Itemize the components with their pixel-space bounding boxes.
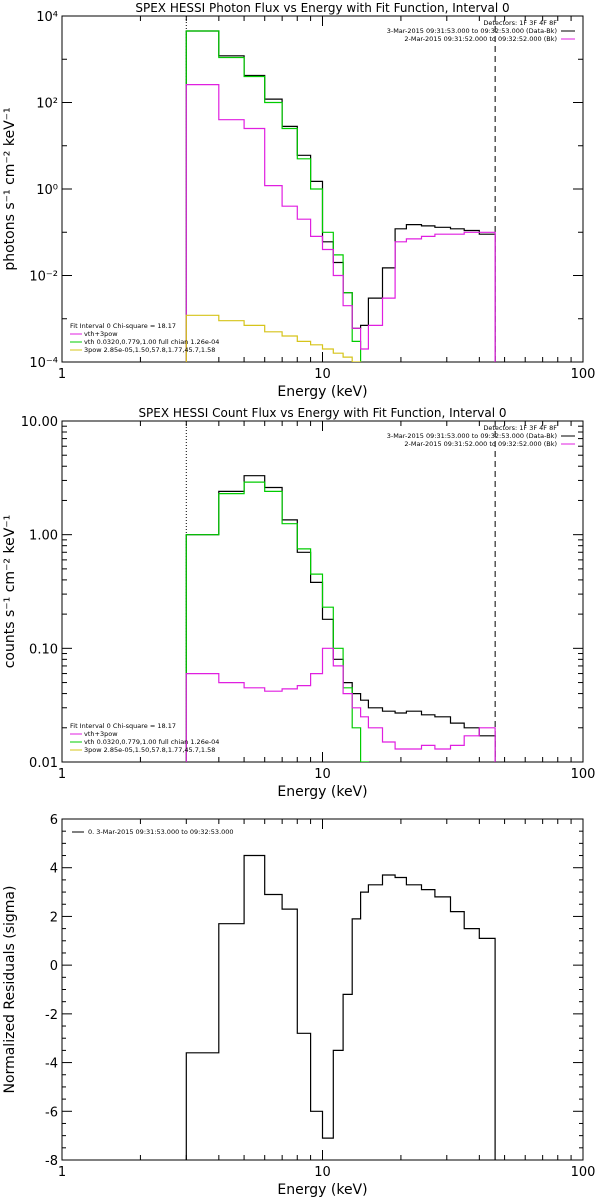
y-axis-title: counts s⁻¹ cm⁻² keV⁻¹ bbox=[2, 515, 18, 669]
y-tick-label: 0.10 bbox=[29, 642, 58, 657]
chart-title: SPEX HESSI Photon Flux vs Energy with Fi… bbox=[135, 1, 509, 15]
y-tick-label: 10⁻² bbox=[29, 270, 58, 285]
chart-panel-2: 1 10 100 6 4 2 0 -2 -4 -6 -8 Energy (keV) Normalized… bbox=[2, 813, 595, 1198]
series-line-1 bbox=[185, 30, 362, 362]
y-tick-label: -6 bbox=[45, 1105, 58, 1120]
y-tick-label: 0.01 bbox=[29, 756, 58, 771]
x-tick-label: 1 bbox=[58, 1165, 66, 1180]
x-axis-title: Energy (keV) bbox=[277, 784, 367, 800]
x-tick-label: 100 bbox=[571, 1165, 596, 1180]
x-axis-title: Energy (keV) bbox=[277, 1182, 367, 1198]
plot-frame bbox=[61, 818, 584, 1161]
y-tick-label: 10² bbox=[36, 97, 58, 112]
legend-entry: vth 0.0320,0.779,1.00 full chian 1.26e-0… bbox=[84, 738, 219, 746]
x-tick-label: 10 bbox=[314, 367, 331, 382]
legend-entry: 2-Mar-2015 09:31:52.000 to 09:32:52.000 … bbox=[404, 35, 557, 43]
y-tick-label: -4 bbox=[45, 1057, 58, 1072]
legend-entry: 3-Mar-2015 09:31:53.000 to 09:32:53.000 … bbox=[387, 27, 557, 35]
y-tick-label: 10⁻⁴ bbox=[29, 356, 58, 371]
y-axis-title: Normalized Residuals (sigma) bbox=[2, 886, 18, 1094]
y-tick-label: -8 bbox=[45, 1154, 58, 1169]
series-line-0 bbox=[185, 854, 496, 1160]
legend-entry: vth+3pow bbox=[84, 730, 118, 738]
chart-title: SPEX HESSI Count Flux vs Energy with Fit… bbox=[138, 406, 506, 420]
legend-entry: 3pow 2.85e-05,1.50,57.8,1.77,45.7,1.58 bbox=[84, 746, 215, 754]
series-line-2 bbox=[185, 647, 496, 762]
legend-entry: Fit Interval 0 Chi-square = 18.17 bbox=[70, 722, 176, 730]
series-line-2 bbox=[185, 84, 496, 362]
x-tick-label: 10 bbox=[314, 1165, 331, 1180]
chart-panel-0: SPEX HESSI Photon Flux vs Energy with Fi… bbox=[2, 1, 596, 400]
y-tick-label: 1.00 bbox=[29, 529, 58, 544]
legend-entry: Detectors: 1F 3F 4F 8F bbox=[483, 424, 557, 432]
y-tick-label: 10⁰ bbox=[36, 183, 58, 198]
y-tick-label: 10⁴ bbox=[36, 10, 58, 25]
legend-entry: vth 0.0320,0.779,1.00 full chian 1.26e-0… bbox=[84, 338, 219, 346]
series-line-0 bbox=[185, 475, 496, 762]
y-tick-label: 0 bbox=[50, 959, 58, 974]
series-line-1 bbox=[185, 481, 369, 762]
x-tick-label: 1 bbox=[58, 767, 66, 782]
legend-entry: 2-Mar-2015 09:31:52.000 to 09:32:52.000 … bbox=[404, 440, 557, 448]
y-tick-label: 10.00 bbox=[21, 415, 58, 430]
series-line-0 bbox=[185, 30, 496, 362]
legend-entry: Fit Interval 0 Chi-square = 18.17 bbox=[70, 322, 176, 330]
chart-panel-1: SPEX HESSI Count Flux vs Energy with Fit… bbox=[2, 406, 596, 800]
y-tick-label: 6 bbox=[50, 813, 58, 828]
legend-entry: 3-Mar-2015 09:31:53.000 to 09:32:53.000 … bbox=[387, 432, 557, 440]
legend-entry: vth+3pow bbox=[84, 330, 118, 338]
x-tick-label: 100 bbox=[571, 367, 596, 382]
legend-entry: Detectors: 1F 3F 4F 8F bbox=[483, 19, 557, 27]
y-axis-title: photons s⁻¹ cm⁻² keV⁻¹ bbox=[2, 107, 18, 270]
legend-entry: 0. 3-Mar-2015 09:31:53.000 to 09:32:53.0… bbox=[88, 828, 234, 836]
series-line-3 bbox=[185, 314, 362, 362]
y-tick-label: 2 bbox=[50, 910, 58, 925]
legend-entry: 3pow 2.85e-05,1.50,57.8,1.77,45.7,1.58 bbox=[84, 346, 215, 354]
y-tick-label: 4 bbox=[50, 862, 58, 877]
x-tick-label: 10 bbox=[314, 767, 331, 782]
x-tick-label: 1 bbox=[58, 367, 66, 382]
x-tick-label: 100 bbox=[571, 767, 596, 782]
x-axis-title: Energy (keV) bbox=[277, 384, 367, 400]
y-tick-label: -2 bbox=[45, 1008, 58, 1023]
